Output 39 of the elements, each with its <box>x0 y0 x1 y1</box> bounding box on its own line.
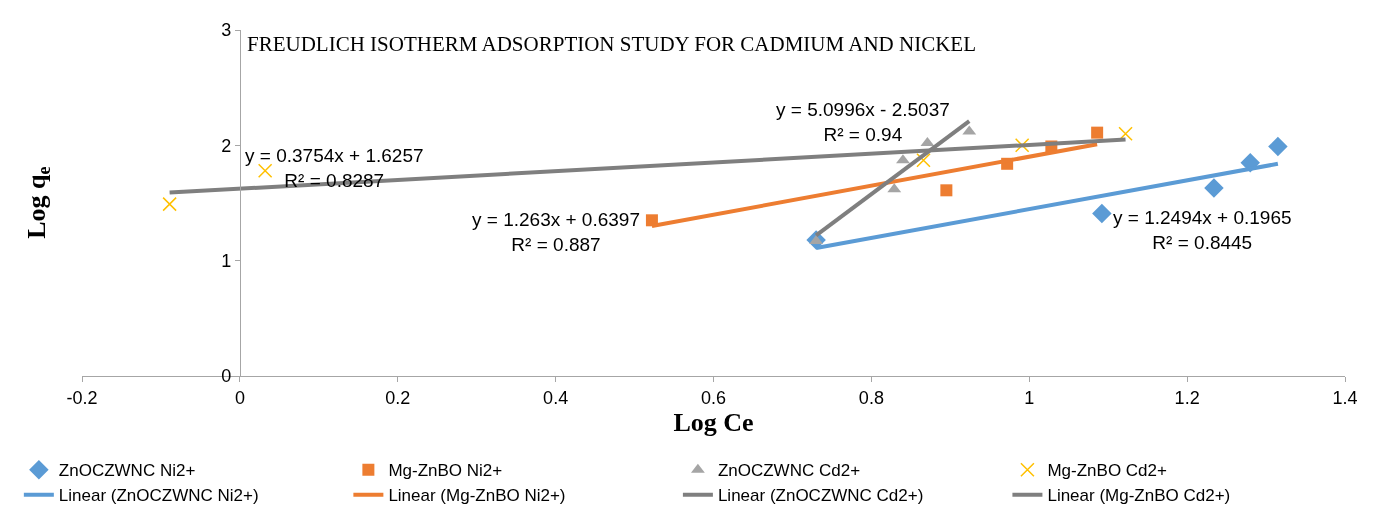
point <box>162 196 177 212</box>
legend-label: Linear (Mg-ZnBO Cd2+) <box>1047 486 1231 506</box>
point <box>257 163 273 178</box>
annotation: y = 1.263x + 0.6397 R² = 0.887 <box>472 209 640 255</box>
x-tick-label: 0 <box>234 387 245 408</box>
legend-label: Mg-ZnBO Cd2+ <box>1047 461 1168 481</box>
x-axis-title: Log Ce <box>673 407 754 437</box>
point <box>1118 126 1133 142</box>
chart-title: FREUDLICH ISOTHERM ADSORPTION STUDY FOR CADMIUM AND NICKEL <box>247 32 977 56</box>
point <box>1268 136 1288 157</box>
x-tick-label: 0.6 <box>700 387 727 408</box>
legend-label: Linear (ZnOCZWNC Ni2+) <box>58 486 259 506</box>
legend-label: Linear (ZnOCZWNC Cd2+) <box>717 486 924 506</box>
y-tick-label: 2 <box>221 135 232 156</box>
annotation: y = 1.2494x + 0.1965 R² = 0.8445 <box>1113 207 1292 253</box>
y-tick-label: 0 <box>221 366 232 387</box>
x-tick-label: 1 <box>1024 387 1035 408</box>
point <box>1091 126 1104 139</box>
y-tick-label: 1 <box>221 250 232 271</box>
point <box>940 184 953 197</box>
point <box>645 214 658 227</box>
x-tick-label: 0.2 <box>385 387 411 408</box>
point <box>1204 178 1224 198</box>
annotation: y = 0.3754x + 1.6257 R² = 0.8287 <box>245 145 424 191</box>
annotation: y = 5.0996x - 2.5037 R² = 0.94 <box>776 99 950 145</box>
point <box>1092 203 1112 224</box>
x-tick-label: 0.4 <box>543 387 569 408</box>
x-tick-label: 1.2 <box>1174 387 1200 408</box>
y-tick-label: 3 <box>221 20 232 41</box>
legend-label: Mg-ZnBO Ni2+ <box>388 461 503 481</box>
legend-label: ZnOCZWNC Ni2+ <box>58 461 196 481</box>
legend-label: ZnOCZWNC Cd2+ <box>717 461 861 481</box>
x-tick-label: 1.4 <box>1332 387 1358 408</box>
x-tick-label: 0.8 <box>858 387 884 408</box>
point <box>1014 138 1030 153</box>
point <box>896 154 910 164</box>
legend-label: Linear (Mg-ZnBO Ni2+) <box>388 486 566 506</box>
point <box>916 153 931 168</box>
x-tick-label: -0.2 <box>66 387 98 408</box>
